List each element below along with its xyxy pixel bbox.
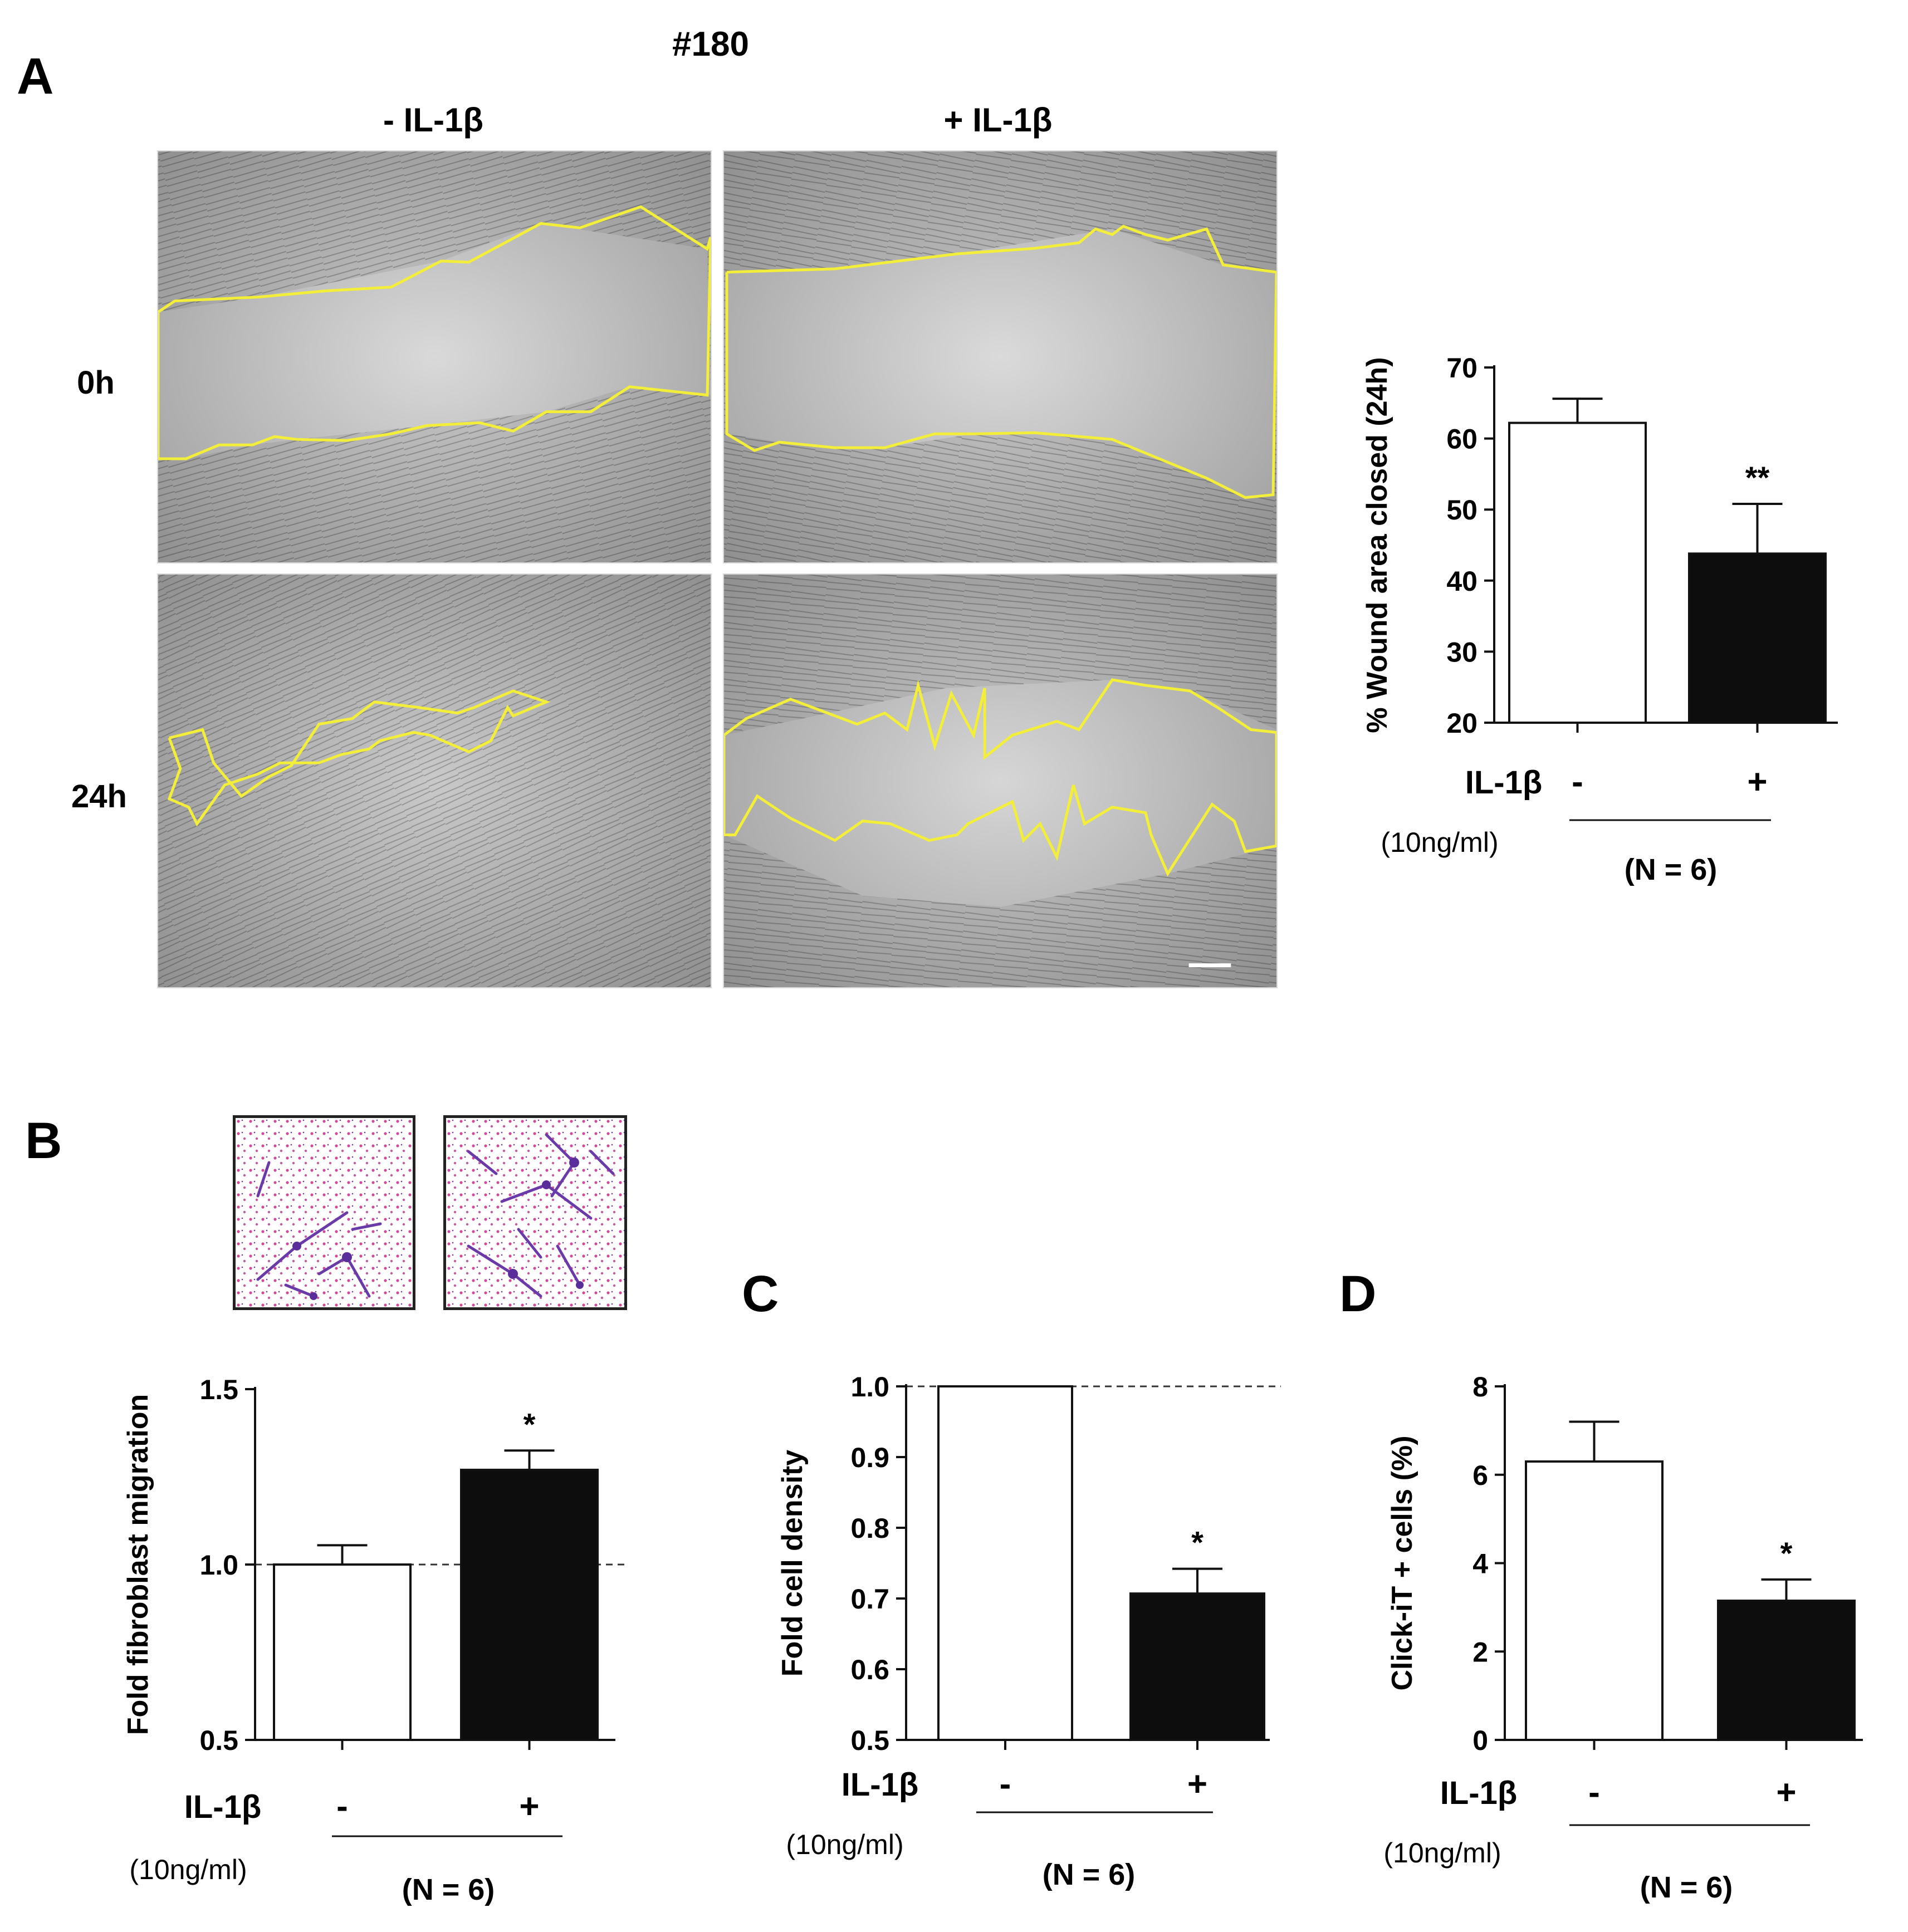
bar-il1b (1717, 1599, 1856, 1741)
sample-size-label: (N = 6) (1043, 1858, 1136, 1891)
dose-label: (10ng/ml) (786, 1829, 903, 1860)
y-tick-label: 0.7 (850, 1583, 889, 1615)
wound-outline (158, 205, 711, 460)
column-label-plus-il1b: + IL-1β (944, 101, 1053, 139)
micrograph-plus-24h (723, 573, 1278, 988)
y-tick-label: 1.0 (850, 1371, 889, 1403)
x-category-label: + (1776, 1773, 1796, 1812)
y-tick-label: 8 (1472, 1371, 1488, 1403)
x-category-label: + (1187, 1765, 1207, 1803)
sample-id-label: #180 (672, 25, 749, 63)
scale-bar (1188, 963, 1231, 968)
panel-a-letter: A (17, 48, 53, 105)
transwell-image-il1b (443, 1115, 627, 1310)
panel-d-letter: D (1339, 1266, 1376, 1322)
factor-label: IL-1β (842, 1767, 919, 1803)
x-category-label: - (1588, 1773, 1600, 1812)
x-category-label: - (1572, 763, 1583, 801)
y-axis-title: % Wound area closed (24h) (1361, 357, 1393, 733)
y-axis-title: Fold fibroblast migration (122, 1394, 154, 1735)
significance-marker: * (1780, 1536, 1793, 1571)
sample-size-label: (N = 6) (402, 1873, 495, 1906)
y-axis-title: Click-iT + cells (%) (1386, 1435, 1418, 1690)
transwell-image-control (233, 1115, 415, 1310)
y-tick-label: 0.9 (850, 1442, 889, 1473)
bar-control (1508, 421, 1647, 724)
y-tick-label: 30 (1446, 636, 1478, 668)
row-label-0h: 0h (77, 365, 115, 401)
y-tick-label: 1.0 (199, 1549, 238, 1581)
x-category-label: + (519, 1787, 539, 1826)
bar-il1b (460, 1468, 599, 1741)
y-tick-label: 1.5 (199, 1374, 238, 1405)
micrograph-minus-0h (157, 150, 712, 563)
sample-size-label: (N = 6) (1625, 853, 1718, 886)
significance-marker: * (524, 1406, 536, 1441)
y-tick-label: 70 (1446, 352, 1478, 384)
bar-il1b (1129, 1592, 1265, 1742)
factor-label: IL-1β (184, 1789, 262, 1825)
row-label-24h: 24h (71, 778, 127, 815)
wound-outline (725, 224, 1276, 499)
y-tick-label: 6 (1472, 1460, 1488, 1491)
x-category-label: + (1747, 763, 1767, 801)
chart-cell-density: - * +0.5 0.6 0.7 0.8 0.9 1.0 Fold cell density IL… (776, 1371, 1281, 1891)
bar-il1b (1688, 552, 1827, 724)
y-tick-label: 4 (1472, 1548, 1488, 1580)
y-tick-label: 0.6 (850, 1654, 889, 1685)
bar-control (1525, 1460, 1664, 1741)
y-tick-label: 0.5 (850, 1725, 889, 1756)
panel-c-letter: C (742, 1266, 779, 1322)
factor-label: IL-1β (1465, 764, 1543, 801)
chart-wound-closure: - ** +20 30 40 50 60 70 % Wound area closed (24h… (1361, 352, 1838, 886)
chart-clickit-cells: - * +0 2 4 6 8 Click-iT + cells (%) IL-1β (10ng/m… (1383, 1371, 1863, 1904)
sample-size-label: (N = 6) (1640, 1871, 1733, 1904)
micrograph-plus-0h (723, 150, 1278, 563)
y-tick-label: 0.8 (850, 1513, 889, 1544)
y-tick-label: 40 (1446, 566, 1478, 597)
dose-label: (10ng/ml) (1381, 827, 1498, 858)
factor-label: IL-1β (1440, 1775, 1518, 1811)
significance-marker: ** (1745, 460, 1770, 495)
x-category-label: - (1000, 1765, 1011, 1803)
dose-label: (10ng/ml) (1383, 1837, 1501, 1869)
x-category-label: - (336, 1787, 348, 1826)
y-tick-label: 50 (1446, 494, 1478, 526)
y-tick-label: 20 (1446, 708, 1478, 739)
bar-control (937, 1385, 1073, 1741)
y-tick-label: 0.5 (199, 1725, 238, 1756)
wound-outline (167, 689, 551, 827)
y-tick-label: 60 (1446, 424, 1478, 455)
significance-marker: * (1191, 1525, 1203, 1560)
y-axis-title: Fold cell density (776, 1450, 809, 1676)
wound-outline (724, 678, 1276, 877)
y-tick-label: 0 (1472, 1725, 1488, 1756)
dose-label: (10ng/ml) (129, 1854, 247, 1885)
micrograph-minus-24h (157, 573, 712, 988)
column-label-minus-il1b: - IL-1β (383, 101, 483, 139)
y-tick-label: 2 (1472, 1636, 1488, 1668)
bar-control (273, 1563, 412, 1741)
chart-fibroblast-migration: - * +0.5 1.0 1.5 Fold fibroblast migration IL-… (122, 1374, 627, 1906)
panel-b-letter: B (25, 1112, 62, 1169)
